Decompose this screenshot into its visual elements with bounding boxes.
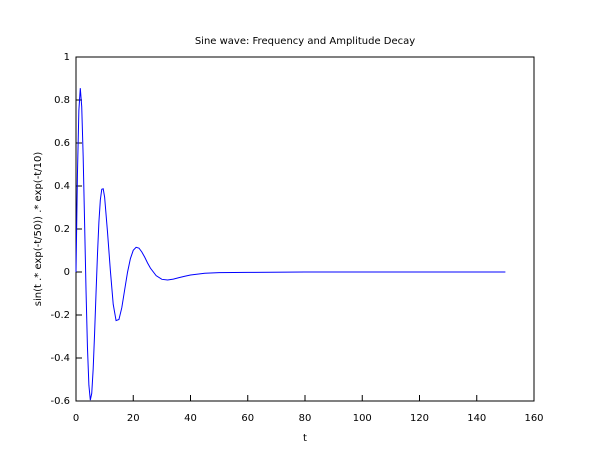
y-tick-label: -0.6 xyxy=(50,396,70,407)
y-tick-label: -0.4 xyxy=(50,353,70,364)
y-tick-label: 0 xyxy=(64,267,70,278)
y-tick-label: -0.2 xyxy=(50,310,70,321)
x-axis-label: t xyxy=(303,433,307,444)
x-tick-label: 100 xyxy=(353,413,372,424)
y-tick-label: 0.6 xyxy=(54,138,70,149)
y-tick-label: 0.2 xyxy=(54,224,70,235)
chart-title: Sine wave: Frequency and Amplitude Decay xyxy=(195,36,415,47)
x-tick-label: 140 xyxy=(467,413,486,424)
y-tick-label: 1 xyxy=(64,52,70,63)
x-tick-label: 80 xyxy=(299,413,312,424)
x-tick-label: 0 xyxy=(73,413,79,424)
x-tick-label: 160 xyxy=(524,413,543,424)
x-tick-label: 120 xyxy=(410,413,429,424)
y-tick-label: 0.8 xyxy=(54,95,70,106)
x-tick-label: 40 xyxy=(184,413,197,424)
x-tick-label: 60 xyxy=(241,413,254,424)
y-axis-label: sin(t .* exp(-t/50)) .* exp(-t/10) xyxy=(33,152,44,307)
data-line xyxy=(75,88,506,401)
y-tick-label: 0.4 xyxy=(54,181,70,192)
x-tick-label: 20 xyxy=(127,413,140,424)
